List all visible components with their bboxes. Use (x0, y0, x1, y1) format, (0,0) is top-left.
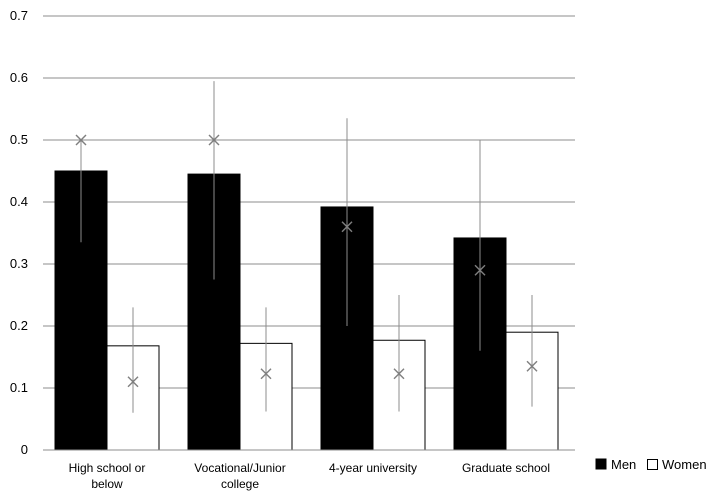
x-category-label: High school or (69, 461, 146, 475)
bars (54, 170, 559, 451)
x-category-label: Graduate school (462, 461, 550, 475)
x-marker-men (208, 134, 220, 146)
legend-swatch-men (595, 458, 607, 470)
point-markers (75, 134, 538, 388)
x-marker-men (75, 134, 87, 146)
x-marker-men (474, 264, 486, 276)
x-category-label: 4-year university (329, 461, 417, 475)
y-tick-label: 0.3 (10, 256, 28, 271)
legend-label-men: Men (611, 457, 636, 472)
x-category-label: Vocational/Junior (194, 461, 285, 475)
y-tick-label: 0 (21, 442, 28, 457)
error-bars (80, 81, 533, 413)
x-axis-category-labels: High school or below Vocational/Junior coll… (69, 461, 550, 491)
y-tick-label: 0.6 (10, 70, 28, 85)
x-marker-women (260, 368, 272, 380)
y-tick-label: 0.5 (10, 132, 28, 147)
gridlines (43, 15, 575, 389)
y-tick-label: 0.7 (10, 8, 28, 23)
x-category-label: college (221, 477, 259, 491)
x-marker-women (526, 360, 538, 372)
legend: Men Women (595, 457, 707, 472)
legend-label-women: Women (662, 457, 707, 472)
y-tick-label: 0.2 (10, 318, 28, 333)
y-tick-label: 0.1 (10, 380, 28, 395)
y-tick-label: 0.4 (10, 194, 28, 209)
y-axis-tick-labels: 0 0.1 0.2 0.3 0.4 0.5 0.6 0.7 (10, 8, 28, 457)
x-category-label: below (91, 477, 123, 491)
legend-swatch-women (647, 459, 658, 470)
x-marker-women (127, 376, 139, 388)
x-marker-women (393, 368, 405, 380)
x-marker-men (341, 221, 353, 233)
